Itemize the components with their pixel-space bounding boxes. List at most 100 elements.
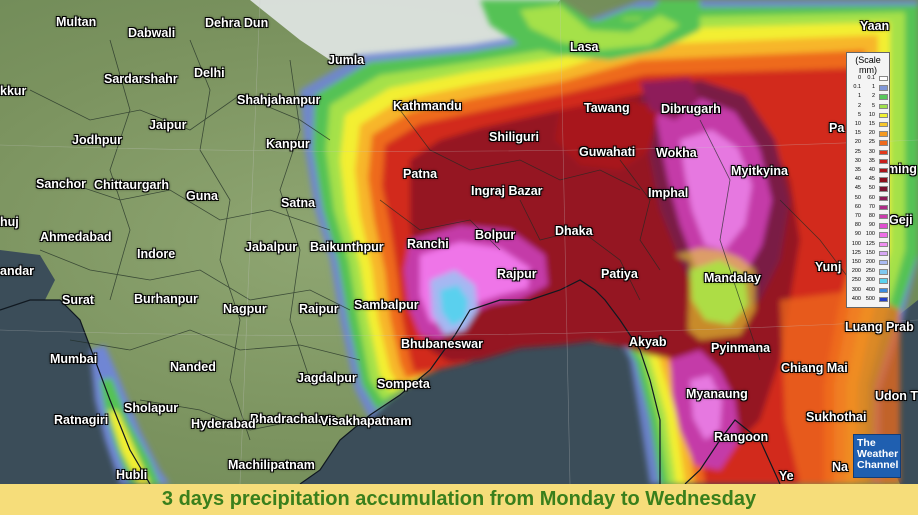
legend-high-value: 45 (868, 176, 875, 183)
legend-high-value: 15 (868, 121, 875, 127)
legend-high-value: 35 (868, 157, 875, 164)
city-label: Udon T (875, 389, 918, 403)
gujarat-coast (0, 250, 55, 310)
city-label: Sompeta (377, 377, 430, 391)
city-label: Sanchor (36, 177, 87, 191)
legend-row: 200 250 (849, 268, 889, 275)
legend-row: 70 80 (849, 213, 889, 220)
legend-row: 50 60 (849, 195, 889, 202)
legend-low-value: 30 (854, 157, 861, 164)
city-label: Dibrugarh (661, 102, 721, 116)
legend-high-value: 1 (871, 84, 875, 91)
state-boundaries (29, 39, 851, 441)
legend-high-value: 250 (865, 268, 875, 275)
city-label: Akyab (629, 335, 667, 349)
city-label: Kanpur (266, 137, 310, 151)
legend-row: 300 400 (849, 287, 889, 294)
logo-text: The (857, 437, 876, 449)
logo-text: Channel (857, 459, 899, 471)
legend-units: mm) (859, 65, 877, 75)
city-label: Machilipatnam (228, 458, 315, 472)
legend-row: 10 15 (849, 121, 889, 128)
legend-color-swatch (879, 158, 888, 165)
legend-row: 60 70 (849, 204, 889, 211)
city-label: Dhaka (555, 224, 593, 238)
legend-row: 90 100 (849, 231, 889, 238)
legend-color-swatch (879, 260, 888, 266)
legend-high-value: 2 (871, 93, 875, 100)
legend-title: (Scale (855, 55, 881, 65)
city-label: Guna (186, 189, 218, 203)
graticule (0, 0, 918, 484)
legend-low-value: 2 (857, 102, 861, 109)
legend-color-swatch (879, 177, 888, 183)
legend-color-swatch (879, 214, 888, 220)
legend-high-value: 500 (865, 295, 875, 302)
map-canvas (0, 0, 918, 484)
city-label: Dabwali (128, 26, 176, 40)
legend-row: 400 500 (849, 296, 889, 303)
legend-color-swatch (879, 168, 888, 174)
legend-high-value: 40 (868, 167, 875, 173)
legend-low-value: 1 (857, 93, 861, 100)
city-label: Multan (56, 15, 97, 29)
legend-low-value: 125 (851, 249, 861, 256)
city-label: Pyinmana (711, 341, 771, 355)
city-label: Yunj (815, 260, 842, 274)
city-label: Mandalay (704, 271, 761, 285)
city-label: Wokha (656, 146, 697, 160)
legend-row: 5 10 (849, 112, 889, 119)
legend-row: 0.1 1 (849, 84, 889, 91)
coastline (0, 279, 781, 484)
caption-text: 3 days precipitation accumulation from M… (161, 488, 757, 510)
city-label: Rangoon (714, 430, 769, 444)
legend-high-value: 5 (871, 102, 875, 109)
legend-low-value: 25 (854, 148, 861, 155)
city-label: Pa (829, 121, 845, 135)
legend-row: 100 125 (849, 241, 889, 248)
city-label: Hyderabad (191, 417, 256, 431)
logo-text: Weather (857, 448, 899, 460)
legend-color-swatch (879, 250, 888, 257)
city-label: Kathmandu (393, 99, 462, 113)
legend-color-swatch (879, 278, 888, 284)
legend-low-value: 300 (851, 286, 861, 293)
legend-color-swatch (879, 195, 888, 201)
city-label: Lasa (570, 40, 599, 54)
legend-color-swatch (879, 186, 888, 192)
legend-color-swatch (879, 241, 888, 247)
city-label: Surat (62, 293, 94, 307)
legend-color-swatch (879, 103, 888, 109)
legend-color-swatch (879, 94, 888, 100)
city-label: Sholapur (124, 401, 179, 415)
legend-color-swatch (879, 85, 888, 91)
city-label: Na (832, 460, 848, 474)
legend-high-value: 125 (865, 240, 875, 247)
legend-low-value: 0.1 (853, 84, 861, 91)
city-label: Bolpur (475, 228, 516, 242)
weather-channel-logo: The Weather Channel (853, 434, 901, 478)
legend-high-value: 50 (868, 185, 875, 192)
legend-low-value: 60 (854, 203, 861, 210)
legend-low-value: 200 (851, 268, 861, 275)
legend-high-value: 150 (865, 249, 875, 256)
legend-low-value: 45 (854, 185, 861, 192)
legend-row: 20 25 (849, 139, 889, 146)
city-label: Chittaurgarh (94, 178, 169, 192)
legend-color-swatch (879, 296, 888, 303)
city-label: Sukhothai (806, 410, 867, 424)
city-label: Nagpur (223, 302, 267, 316)
city-label: Rajpur (497, 267, 537, 281)
city-label: Ingraj Bazar (471, 184, 543, 198)
legend-high-value: 30 (868, 148, 875, 155)
precipitation-scale-legend: (Scale mm) 0 0.1 0.1 1 1 2 2 5 5 10 10 15 15 20 20 25 25… (846, 52, 890, 308)
city-label: huj (0, 215, 19, 229)
city-label: Patna (403, 167, 438, 181)
legend-row: 25 30 (849, 149, 889, 156)
legend-color-swatch (879, 204, 888, 211)
legend-color-swatch (879, 287, 888, 293)
city-label: Ye (779, 469, 794, 483)
legend-row: 0 0.1 (849, 75, 889, 82)
